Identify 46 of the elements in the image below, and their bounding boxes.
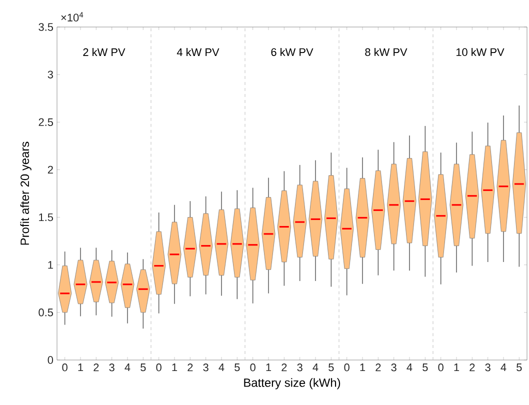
x-tick-label: 3 [391,364,396,372]
text: ×10$^{4}$ [61,12,84,22]
x-tick-label: 5 [422,364,428,372]
x-tick-label: 3 [109,364,114,372]
y-tick-label: 0.5 [38,308,54,316]
annotation: 4 kW PV [176,48,220,56]
annotation: 6 kW PV [271,48,314,56]
annotation: 10 kW PV [456,48,504,56]
x-tick-label: 5 [516,364,522,372]
annotation: 8 kW PV [365,48,408,56]
x-tick-label: 2 [282,364,287,372]
y-tick-label: 2.5 [38,118,54,126]
x-tick-label: 5 [328,364,334,372]
y-tick-label: 2 [48,166,53,174]
x-tick-label: 0 [156,364,162,372]
x-tick-label: 4 [500,364,506,372]
y-tick-label: 3 [48,70,53,78]
y-axis-title: Profit after 20 years [20,142,32,245]
x-tick-label: 3 [297,364,302,372]
y-tick-label: 1 [48,261,53,269]
y-tick-label: 0 [48,356,54,364]
x-tick-label: 5 [140,364,146,372]
y-tick-label: 3.5 [38,23,54,31]
x-tick-label: 2 [470,364,475,372]
x-tick-label: 1 [172,364,178,372]
x-tick-label: 2 [188,364,193,372]
x-tick-label: 4 [406,364,412,372]
x-tick-label: 4 [312,364,318,372]
x-tick-label: 5 [234,364,240,372]
x-tick-label: 1 [78,364,84,372]
annotation: 2 kW PV [83,48,126,56]
x-tick-label: 4 [124,364,130,372]
x-tick-label: 3 [203,364,208,372]
x-tick-label: 0 [344,364,350,372]
x-tick-label: 2 [376,364,381,372]
x-tick-label: 2 [94,364,99,372]
x-tick-label: 3 [485,364,490,372]
x-tick-label: 0 [250,364,256,372]
x-tick-label: 1 [454,364,460,372]
y-tick-label: 1.5 [39,213,54,222]
x-tick-label: 0 [438,364,444,372]
x-tick-label: 4 [218,364,224,372]
x-tick-label: 0 [62,364,68,372]
x-axis-title: Battery size (kWh) [244,378,340,390]
x-tick-label: 1 [266,364,272,372]
x-tick-label: 1 [360,364,366,372]
